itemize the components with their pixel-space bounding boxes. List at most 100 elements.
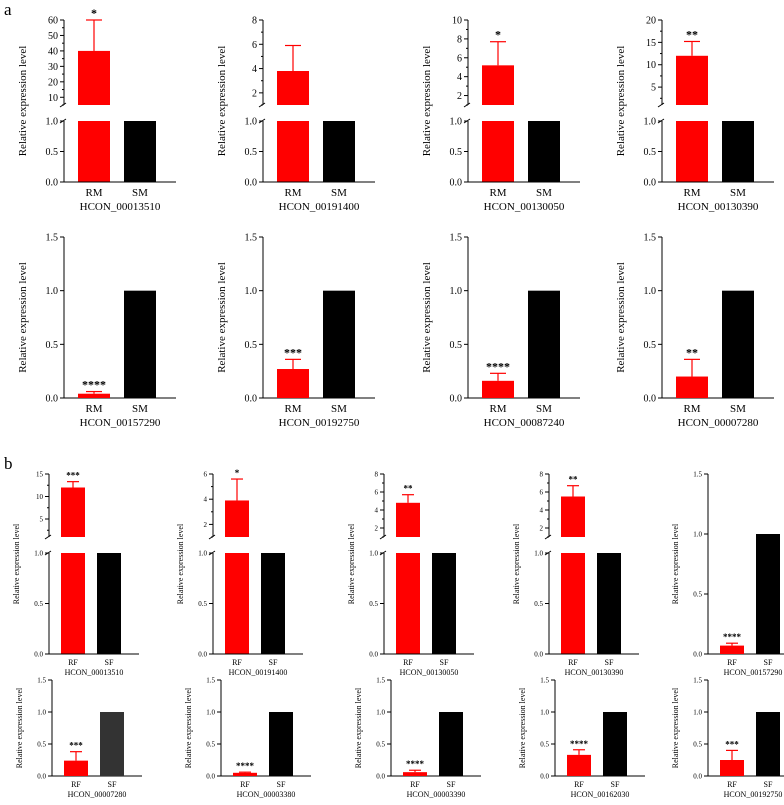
significance-label: * bbox=[235, 468, 240, 478]
bar-RF bbox=[233, 772, 257, 776]
y-tick-label: 2 bbox=[457, 91, 462, 102]
x-category-label: RF bbox=[68, 658, 78, 667]
x-category-label: RM bbox=[284, 403, 301, 415]
y-tick-label: 10 bbox=[646, 60, 656, 71]
x-category-label: SF bbox=[611, 780, 620, 789]
y-tick-label: 0.0 bbox=[245, 394, 258, 405]
y-tick-label: 6 bbox=[375, 488, 379, 496]
x-category-label: RM bbox=[683, 403, 700, 415]
x-category-label: RF bbox=[574, 780, 584, 789]
significance-label: **** bbox=[723, 632, 742, 642]
x-axis-title: HCON_00191400 bbox=[229, 668, 288, 677]
y-tick-label: 0.0 bbox=[693, 772, 702, 780]
y-axis-label: Relative expression level bbox=[421, 262, 433, 373]
chart-b-9: Relative expression level 0.0 0.5 1.0 5 10 15 *… bbox=[12, 470, 139, 677]
y-tick-label: 50 bbox=[48, 31, 58, 42]
significance-label: **** bbox=[406, 759, 425, 769]
y-tick-label: 1.5 bbox=[644, 233, 657, 244]
significance-label: **** bbox=[486, 359, 510, 373]
x-category-label: RF bbox=[410, 780, 420, 789]
y-tick-label: 6 bbox=[457, 53, 462, 64]
axis-break-mark bbox=[44, 534, 52, 540]
y-tick-label: 1.0 bbox=[644, 286, 657, 297]
significance-label: ** bbox=[404, 484, 414, 494]
y-tick-label: 5 bbox=[40, 515, 44, 523]
y-tick-label: 0.0 bbox=[644, 394, 657, 405]
y-axis-label: Relative expression level bbox=[354, 687, 363, 768]
y-tick-label: 1.0 bbox=[206, 708, 215, 716]
y-axis-label: Relative expression level bbox=[615, 262, 627, 373]
x-category-label: SF bbox=[105, 658, 114, 667]
y-axis-label: Relative expression level bbox=[15, 687, 24, 768]
bar-RF bbox=[61, 553, 85, 654]
bar-RM-upper bbox=[277, 71, 309, 105]
y-tick-label: 1.0 bbox=[198, 549, 207, 557]
chart-b-17: Relative expression level 0.0 0.5 1.0 1.5 ***… bbox=[518, 676, 645, 799]
bar-SM bbox=[323, 121, 355, 182]
x-axis-title: HCON_00130050 bbox=[484, 201, 565, 213]
bar-RF bbox=[567, 754, 591, 776]
bar-RF-upper bbox=[225, 500, 249, 537]
bar-SM bbox=[528, 290, 560, 398]
x-category-label: RF bbox=[232, 658, 242, 667]
x-category-label: SF bbox=[605, 658, 614, 667]
x-axis-title: HCON_00157290 bbox=[724, 668, 783, 677]
y-tick-label: 0.5 bbox=[693, 740, 702, 748]
y-axis-label: Relative expression level bbox=[176, 523, 185, 604]
bar-SM bbox=[722, 290, 754, 398]
y-tick-label: 0.0 bbox=[369, 650, 378, 658]
bar-RM-upper bbox=[78, 50, 110, 105]
y-axis-label: Relative expression level bbox=[12, 523, 21, 604]
chart-b-14: Relative expression level 0.0 0.5 1.0 1.5 ***… bbox=[15, 676, 142, 799]
bar-RF bbox=[720, 760, 744, 776]
chart-a-2: Relative expression level 0.0 0.5 1.0 2 4 6 8 RM… bbox=[216, 16, 375, 213]
y-tick-label: 0.5 bbox=[450, 147, 463, 158]
x-category-label: RF bbox=[727, 658, 737, 667]
bar-SF bbox=[261, 553, 285, 654]
y-tick-label: 20 bbox=[646, 16, 656, 27]
y-tick-label: 0.5 bbox=[534, 600, 543, 608]
y-tick-label: 15 bbox=[36, 470, 44, 478]
y-tick-label: 4 bbox=[252, 64, 257, 75]
x-category-label: SF bbox=[440, 658, 449, 667]
y-tick-label: 0.0 bbox=[245, 178, 258, 189]
x-category-label: SF bbox=[269, 658, 278, 667]
x-axis-title: HCON_00087240 bbox=[484, 417, 565, 429]
y-axis-label: Relative expression level bbox=[512, 523, 521, 604]
significance-label: **** bbox=[236, 761, 255, 771]
y-tick-label: 0.5 bbox=[34, 600, 43, 608]
y-tick-label: 60 bbox=[48, 16, 58, 27]
bar-RF-upper bbox=[396, 502, 420, 537]
x-category-label: SM bbox=[132, 187, 148, 199]
panel-letter-b: b bbox=[4, 454, 13, 473]
y-tick-label: 0.5 bbox=[245, 147, 258, 158]
y-tick-label: 0.5 bbox=[376, 740, 385, 748]
bar-RM bbox=[676, 376, 708, 398]
bar-SM bbox=[323, 290, 355, 398]
y-tick-label: 0.5 bbox=[644, 340, 657, 351]
x-axis-title: HCON_00162030 bbox=[571, 790, 630, 799]
bar-RF bbox=[403, 772, 427, 776]
chart-b-10: Relative expression level 0.0 0.5 1.0 2 4 6 * RF… bbox=[176, 468, 303, 677]
chart-b-15: Relative expression level 0.0 0.5 1.0 1.5 ***… bbox=[184, 676, 311, 799]
x-axis-title: HCON_00192750 bbox=[279, 417, 360, 429]
x-category-label: RM bbox=[489, 187, 506, 199]
y-axis-label: Relative expression level bbox=[671, 523, 680, 604]
x-category-label: RF bbox=[240, 780, 250, 789]
bar-SF bbox=[439, 712, 463, 776]
y-tick-label: 1.0 bbox=[644, 117, 657, 128]
x-category-label: SF bbox=[277, 780, 286, 789]
bar-SM bbox=[124, 290, 156, 398]
y-tick-label: 4 bbox=[375, 506, 379, 514]
bar-RM bbox=[277, 369, 309, 398]
bar-RM bbox=[277, 121, 309, 182]
y-axis-label: Relative expression level bbox=[615, 46, 627, 157]
x-axis-title: HCON_00192750 bbox=[724, 790, 783, 799]
chart-b-18: Relative expression level 0.0 0.5 1.0 1.5 ***… bbox=[671, 676, 784, 799]
chart-a-8: Relative expression level 0.0 0.5 1.0 1.5 ** R… bbox=[615, 233, 774, 429]
chart-b-11: Relative expression level 0.0 0.5 1.0 2 4 6 8 **… bbox=[347, 470, 474, 677]
x-axis-title: HCON_00003380 bbox=[237, 790, 296, 799]
y-tick-label: 1.0 bbox=[37, 708, 46, 716]
bar-RM-upper bbox=[676, 55, 708, 105]
